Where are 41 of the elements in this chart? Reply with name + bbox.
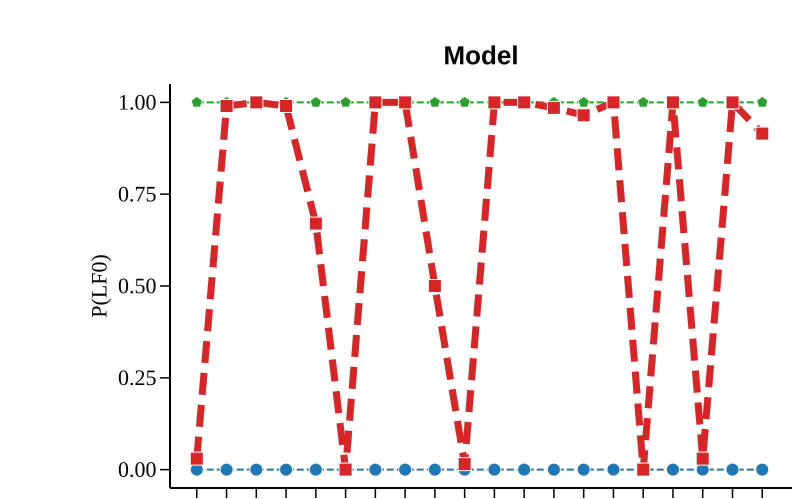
point — [755, 126, 770, 141]
point — [310, 96, 322, 108]
point — [190, 452, 204, 466]
point — [487, 462, 502, 477]
chart-title: Model — [445, 45, 517, 64]
point — [428, 278, 442, 293]
point — [339, 96, 352, 108]
point — [755, 462, 770, 477]
point — [577, 96, 590, 108]
point — [458, 457, 472, 472]
y-tick-label: 0.25 — [118, 370, 156, 386]
point — [428, 96, 442, 108]
point — [576, 462, 591, 477]
y-tick-label: 1.00 — [120, 94, 156, 110]
point — [725, 462, 740, 477]
point — [756, 96, 768, 108]
point — [398, 462, 412, 477]
point — [517, 462, 532, 477]
point — [696, 452, 710, 466]
point — [546, 462, 561, 477]
y-tick-label: 0.75 — [118, 186, 156, 202]
y-tick-label: 0.50 — [118, 278, 156, 294]
point — [428, 462, 442, 477]
point — [279, 462, 294, 477]
point — [458, 96, 471, 108]
point — [190, 96, 203, 108]
point — [220, 462, 234, 477]
point — [249, 462, 264, 477]
point — [666, 462, 680, 477]
point — [606, 462, 620, 477]
y-axis-title: P(LF0) — [91, 255, 112, 318]
point — [308, 462, 323, 477]
point — [308, 216, 323, 231]
point — [636, 96, 650, 108]
point — [576, 108, 591, 122]
point — [546, 100, 561, 115]
y-tick-label: 0.00 — [118, 462, 156, 478]
point — [368, 462, 382, 477]
point — [279, 99, 294, 114]
point — [220, 99, 234, 114]
point — [696, 96, 709, 108]
